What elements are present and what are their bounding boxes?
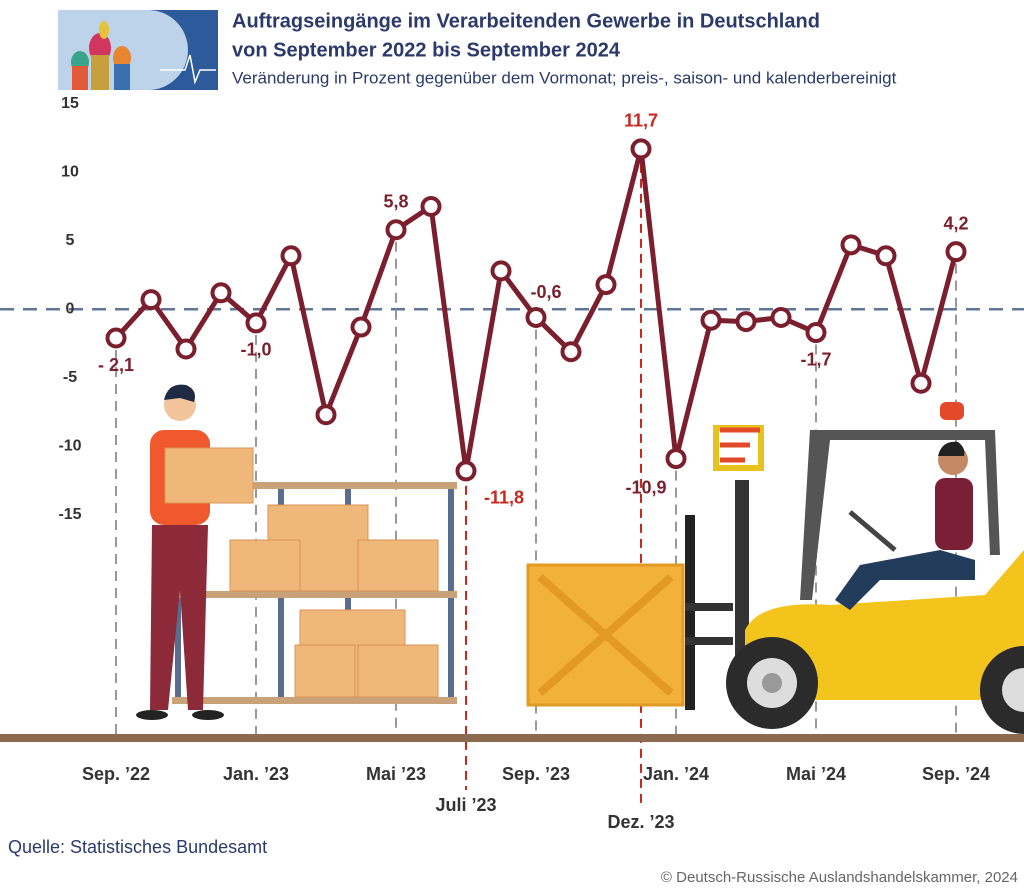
data-label: 4,2 [943,213,968,233]
x-tick-label: Dez. ’23 [607,812,674,832]
data-point [245,312,267,334]
data-point [595,274,617,296]
x-tick-label: Sep. ’24 [922,764,990,784]
data-point [210,282,232,304]
data-point [945,241,967,263]
data-point [700,309,722,331]
data-label: -11,8 [484,488,524,508]
data-point [735,311,757,333]
subtitle: Veränderung in Prozent gegenüber dem Vor… [232,68,897,87]
data-point [175,338,197,360]
x-tick-label: Jan. ’23 [223,764,289,784]
data-point [875,245,897,267]
y-tick-label: -5 [63,369,77,386]
data-label: 5,8 [383,192,408,212]
data-point [805,322,827,344]
y-tick-label: 5 [66,232,75,249]
data-label: - 2,1 [98,355,134,375]
y-tick-label: -10 [58,437,81,454]
data-point [490,260,512,282]
data-point [455,460,477,482]
x-tick-label: Sep. ’23 [502,764,570,784]
source: Quelle: Statistisches Bundesamt [8,837,267,857]
data-label: -0,6 [530,282,561,302]
data-point [420,195,442,217]
y-tick-label: -15 [58,506,81,523]
data-point [140,289,162,311]
data-point [665,448,687,470]
data-point [525,306,547,328]
data-point [770,306,792,328]
y-tick-label: 10 [61,163,79,180]
title: Auftragseingänge im Verarbeitenden Gewer… [232,10,820,32]
data-point [315,404,337,426]
data-label: -10,9 [625,477,666,497]
logo [58,10,218,90]
data-point [105,327,127,349]
data-point [840,234,862,256]
y-tick-label: 15 [61,95,79,112]
x-tick-label: Juli ’23 [435,795,496,815]
title: von September 2022 bis September 2024 [232,39,621,61]
data-point [560,341,582,363]
data-point [280,245,302,267]
illustration [0,384,1024,742]
data-label: -1,7 [800,349,831,369]
data-point [350,316,372,338]
data-label: 11,7 [624,111,658,131]
x-tick-label: Mai ’24 [786,764,846,784]
data-point [385,219,407,241]
x-tick-label: Mai ’23 [366,764,426,784]
x-tick-label: Jan. ’24 [643,764,709,784]
data-point [630,138,652,160]
data-label: -1,0 [240,340,271,360]
copyright: © Deutsch-Russische Auslandshandelskamme… [661,869,1018,886]
x-tick-label: Sep. ’22 [82,764,150,784]
data-point [910,372,932,394]
y-tick-label: 0 [66,300,75,317]
